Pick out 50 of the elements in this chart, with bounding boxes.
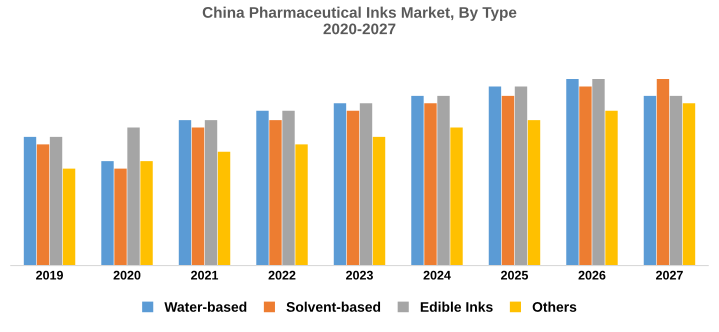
bar [360,103,372,266]
bar [579,86,592,266]
bar [114,168,127,266]
bar [24,136,36,266]
x-tick-label: 2019 [36,270,63,280]
legend-label: Edible Inks [420,302,493,312]
bar [127,128,140,266]
bar [514,86,528,266]
x-tick-label: 2020 [114,270,140,280]
bar [140,161,153,266]
bar [592,79,605,266]
bar [682,103,696,266]
bar [656,79,670,266]
bar [295,144,308,266]
bar [346,110,360,266]
bar [36,144,50,266]
bar [528,120,540,266]
bar [605,110,618,266]
bar [424,103,437,266]
bar [411,96,424,266]
bar [334,103,346,266]
bar [282,110,295,266]
bar [101,161,114,266]
bar [450,128,463,266]
legend-label: Others [532,302,576,312]
bar [269,120,282,266]
bar [50,136,62,266]
bar [502,96,514,266]
x-tick-label: 2024 [424,270,451,280]
x-tick-label: 2023 [346,270,373,280]
bar [670,96,682,266]
bar [644,96,656,266]
bar [488,86,502,266]
bar [372,136,386,266]
x-tick-label: 2027 [656,270,683,280]
bar [256,110,269,266]
bar [204,120,218,266]
chart-title: China Pharmaceutical Inks Market, By Type 2020-2027 [202,6,516,34]
x-tick-label: 2022 [268,270,296,280]
bar [218,152,230,266]
bar [178,120,192,266]
bar [192,128,204,266]
x-tick-label: 2025 [501,270,528,280]
legend-label: Water-based [164,302,246,312]
bar [437,96,450,266]
bar [566,79,579,266]
x-tick-label: 2026 [578,270,606,280]
legend-label: Solvent-based [286,302,380,312]
bar [62,168,76,266]
x-tick-label: 2021 [191,270,218,280]
